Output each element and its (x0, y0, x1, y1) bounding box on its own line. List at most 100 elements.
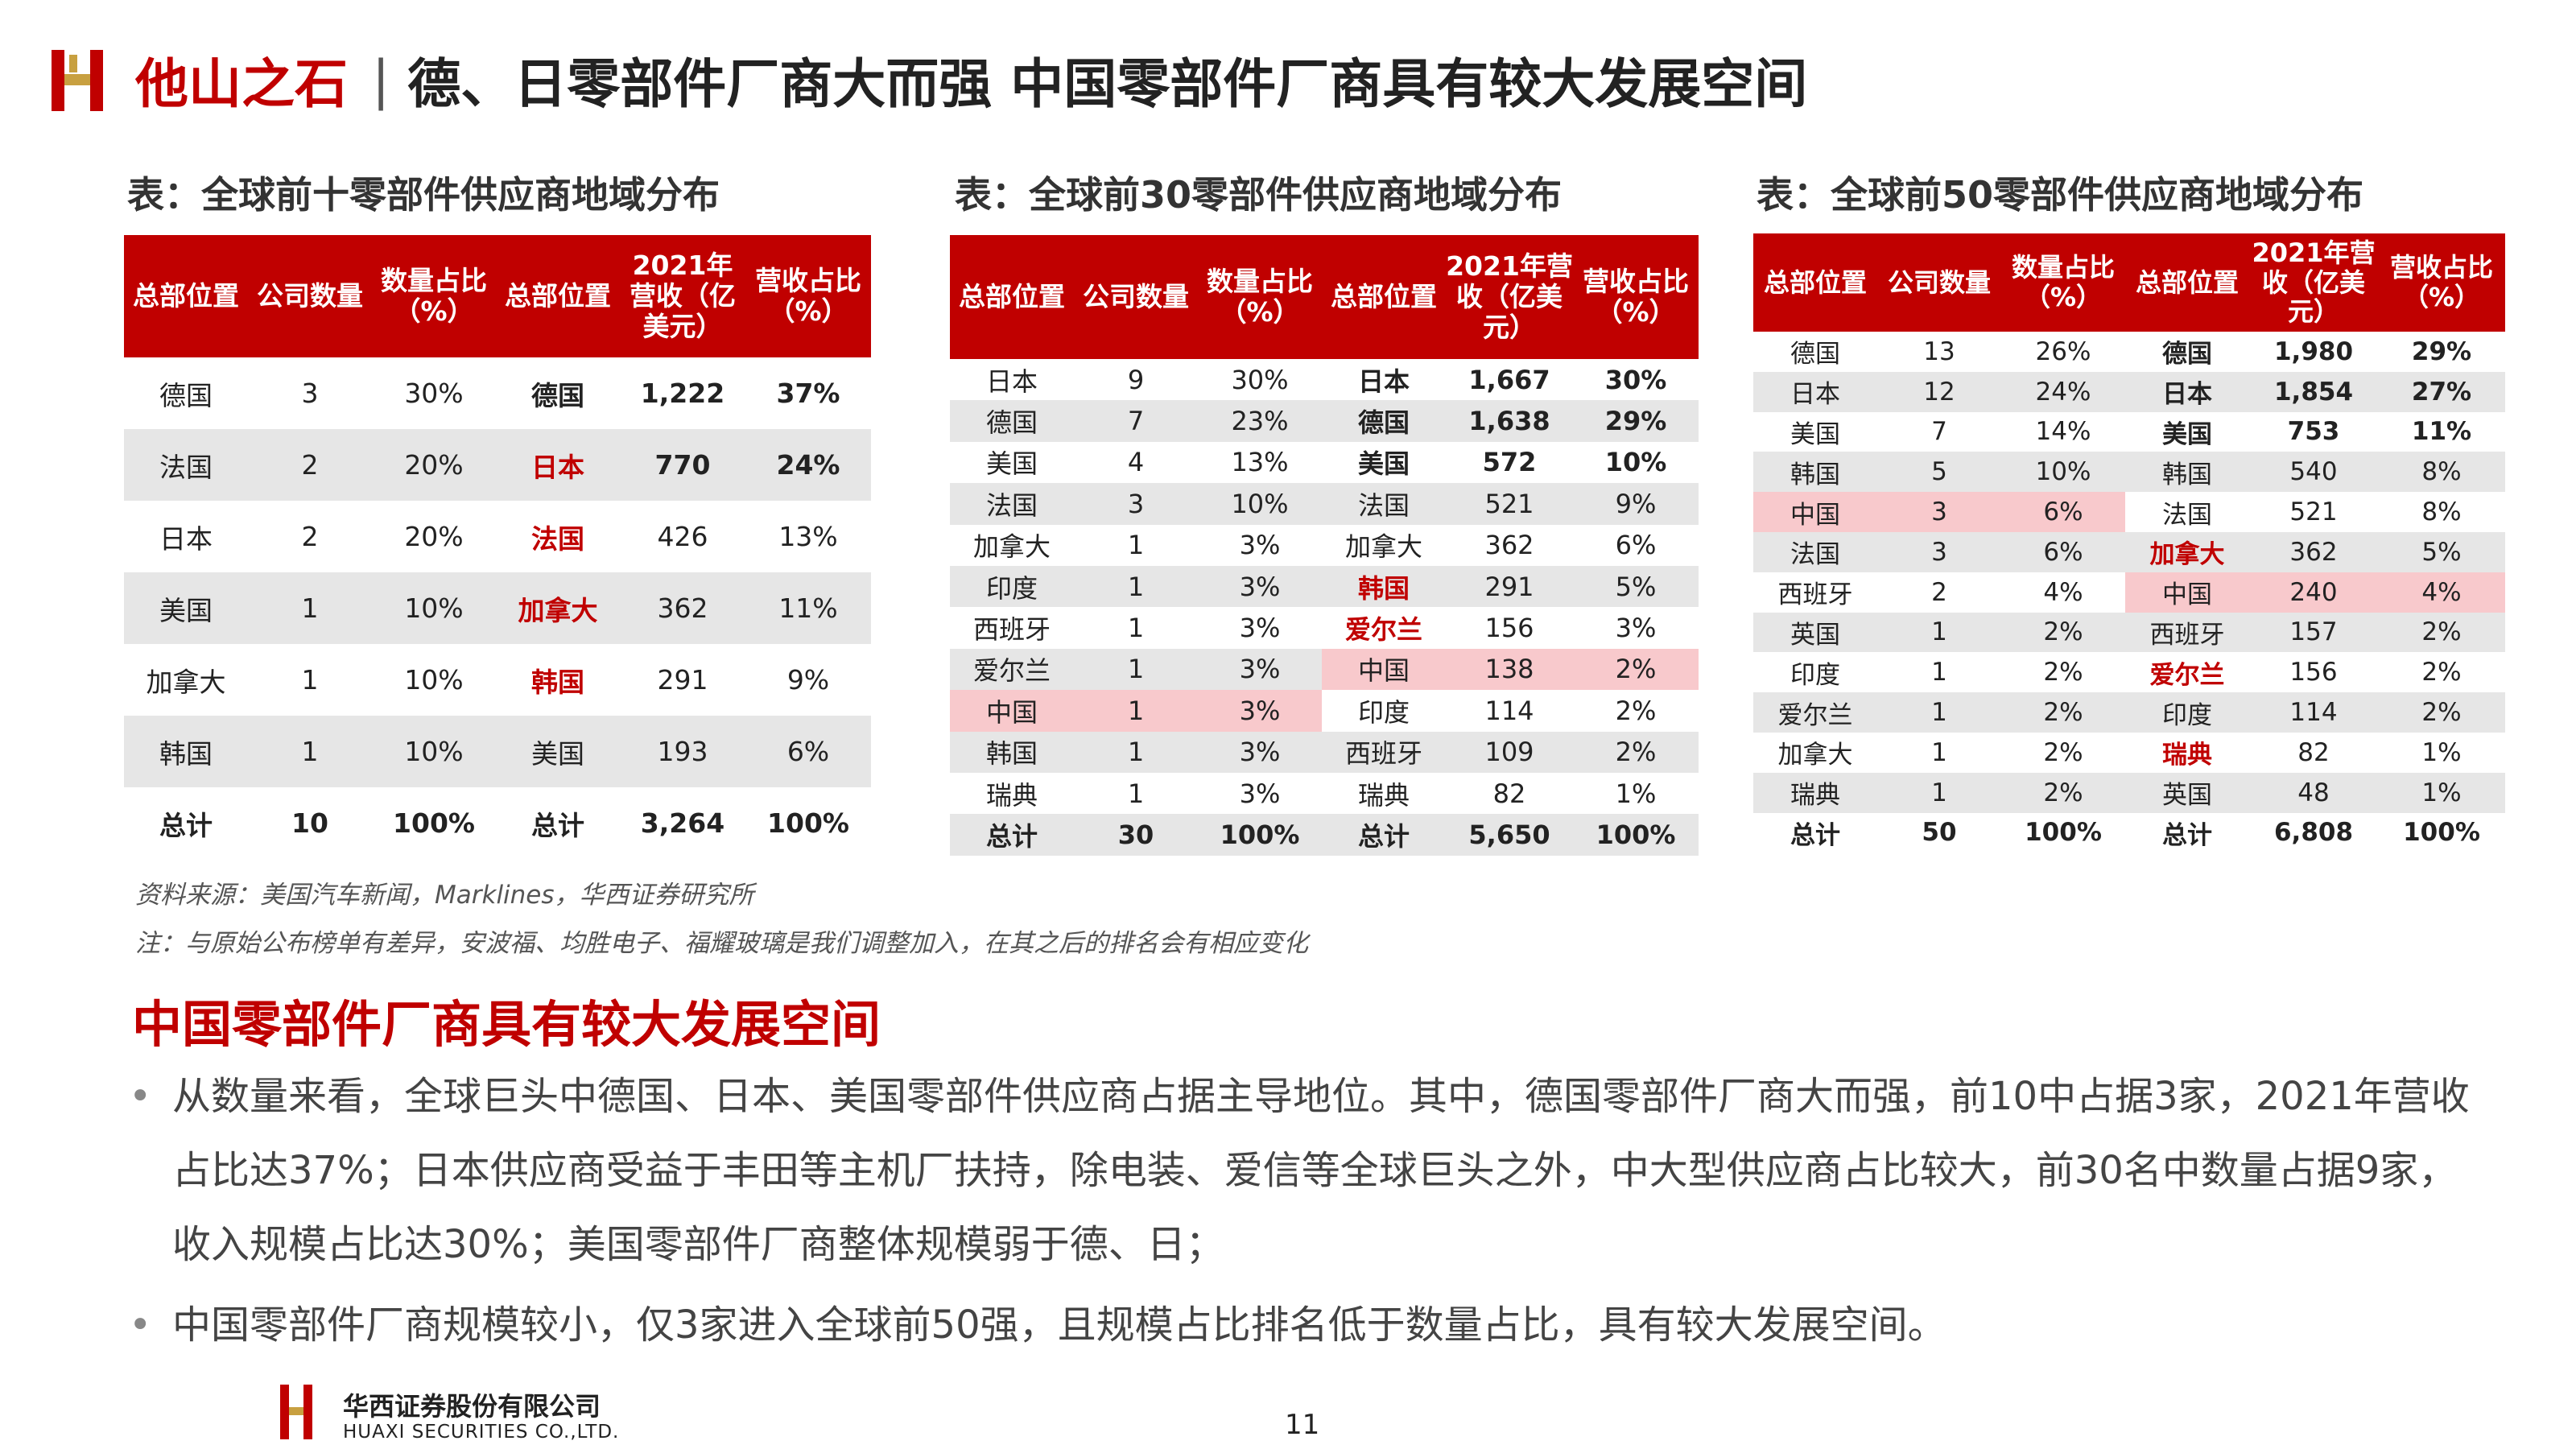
table-cell: 114 (2249, 692, 2378, 733)
table-total-row: 总计 10 100% 总计 3,264 100% (124, 787, 871, 859)
table-cell: 100% (372, 787, 496, 859)
table-cell: 114 (1484, 695, 1534, 726)
table-cell: 2% (2043, 658, 2083, 687)
table-cell: 1% (2421, 737, 2462, 767)
table-cell: 14% (2035, 417, 2091, 447)
table-cell: 3% (1198, 731, 1322, 773)
table-cell: 德国 (531, 379, 584, 411)
table-cell: 日本 (159, 522, 213, 555)
table-top10-caption: 表：全球前十零部件供应商地域分布 (127, 173, 720, 217)
column-header: 营收占比（%） (1573, 235, 1699, 359)
table-row: 中国 3 6% 法国 521 8% (1753, 492, 2505, 532)
table-cell: 10% (372, 572, 496, 644)
table-row: 西班牙 1 3% 爱尔兰 156 3% (950, 607, 1699, 648)
table-cell: 4 (1127, 447, 1145, 478)
table-cell: 3,264 (620, 787, 745, 859)
table-cell: 1 (1127, 613, 1145, 644)
table-row: 西班牙 2 4% 中国 240 4% (1753, 572, 2505, 613)
table-cell: 1 (1127, 778, 1145, 809)
table-cell: 1% (2378, 772, 2505, 813)
table-cell: 3 (1877, 492, 2001, 532)
table-row: 加拿大 1 3% 加拿大 362 6% (950, 525, 1699, 566)
table-cell: 1 (1127, 530, 1145, 561)
table-cell: 1,980 (2273, 336, 2354, 366)
table-cell: 100% (2378, 812, 2505, 853)
table-cell: 29% (1573, 400, 1699, 442)
table-cell: 100% (1198, 814, 1322, 856)
table-cell: 10% (372, 716, 496, 787)
column-header: 营收占比（%） (745, 235, 871, 357)
table-cell: 2% (1615, 695, 1657, 726)
header-brand: 他山之石 (135, 53, 348, 115)
table-cell: 7 (1074, 400, 1198, 442)
table-cell: 2% (2043, 737, 2083, 767)
table-cell: 德国 (1790, 340, 1840, 369)
table-cell: 3% (1198, 690, 1322, 732)
table-cell: 2% (2378, 692, 2505, 733)
table-row: 韩国 1 3% 西班牙 109 2% (950, 731, 1699, 773)
table-cell: 10% (404, 664, 464, 696)
table-row: 美国 7 14% 美国 753 11% (1753, 412, 2505, 452)
table-row: 爱尔兰 1 3% 中国 138 2% (950, 648, 1699, 691)
table-cell: 1 (1877, 692, 2001, 733)
column-header: 数量占比（%） (2001, 233, 2125, 332)
table-cell: 美国 (1790, 419, 1840, 449)
table-cell: 6,808 (2249, 812, 2378, 853)
table-cell: 西班牙 (972, 614, 1051, 646)
table-cell: 总计 (1322, 814, 1446, 856)
column-header: 公司数量 (1877, 233, 2001, 332)
table-cell: 中国 (950, 690, 1074, 732)
table-cell: 瑞典 (1357, 779, 1410, 811)
table-cell: 印度 (950, 565, 1074, 608)
table-row: 英国 1 2% 西班牙 157 2% (1753, 612, 2505, 653)
table-cell: 13% (1231, 447, 1289, 478)
table-cell: 362 (1484, 530, 1534, 561)
table-cell: 23% (1198, 400, 1322, 442)
table-cell: 加拿大 (496, 572, 620, 644)
table-cell: 240 (2249, 572, 2378, 613)
table-cell: 1,854 (2249, 371, 2378, 412)
table-cell: 美国 (124, 572, 248, 644)
table-cell: 521 (2289, 497, 2338, 527)
column-header: 总部位置 (124, 235, 248, 357)
table-cell: 156 (2289, 658, 2338, 687)
table-cell: 法国 (531, 522, 584, 555)
table-cell: 1 (1877, 612, 2001, 653)
table-cell: 426 (657, 521, 708, 552)
table-cell: 法国 (124, 429, 248, 501)
table-cell: 48 (2249, 772, 2378, 813)
column-header: 总部位置 (950, 235, 1074, 359)
table-cell: 1 (248, 572, 372, 644)
bullet-text: 从数量来看，全球巨头中德国、日本、美国零部件供应商占据主导地位。其中，德国零部件… (172, 1074, 2470, 1267)
table-row: 印度 1 3% 韩国 291 5% (950, 565, 1699, 608)
table-cell: 西班牙 (1322, 731, 1446, 773)
table-cell: 3% (1239, 613, 1281, 644)
table-cell: 日本 (2125, 371, 2249, 412)
table-cell: 1 (1074, 690, 1198, 732)
table-cell: 11% (2411, 417, 2472, 447)
table-cell: 2% (1573, 648, 1699, 691)
table-cell: 总计 (1753, 812, 1877, 853)
table-cell: 西班牙 (1777, 580, 1853, 610)
table-cell: 日本 (1753, 371, 1877, 412)
table-cell: 27% (2378, 371, 2505, 412)
table-row: 日本 2 20% 法国 426 13% (124, 501, 871, 572)
table-cell: 3% (1198, 565, 1322, 608)
table-cell: 753 (2287, 417, 2340, 447)
table-cell: 572 (1482, 447, 1537, 478)
table-cell: 4% (2378, 572, 2505, 613)
table-cell: 100% (745, 787, 871, 859)
table-cell: 11% (745, 572, 871, 644)
table-cell: 5,650 (1446, 814, 1573, 856)
table-cell: 82 (1492, 778, 1526, 809)
table-cell: 1 (1074, 565, 1198, 608)
table-cell: 9% (786, 664, 830, 696)
table-cell: 瑞典 (2162, 741, 2212, 770)
table-cell: 24% (745, 429, 871, 501)
table-cell: 美国 (1357, 448, 1410, 480)
table-cell: 540 (2249, 452, 2378, 493)
table-row: 瑞典 1 3% 瑞典 82 1% (950, 773, 1699, 814)
table-cell: 德国 (2162, 340, 2212, 369)
remark-note: 注：与原始公布榜单有差异，安波福、均胜电子、福耀玻璃是我们调整加入，在其之后的排… (135, 929, 1308, 958)
table-cell: 印度 (1790, 660, 1840, 690)
